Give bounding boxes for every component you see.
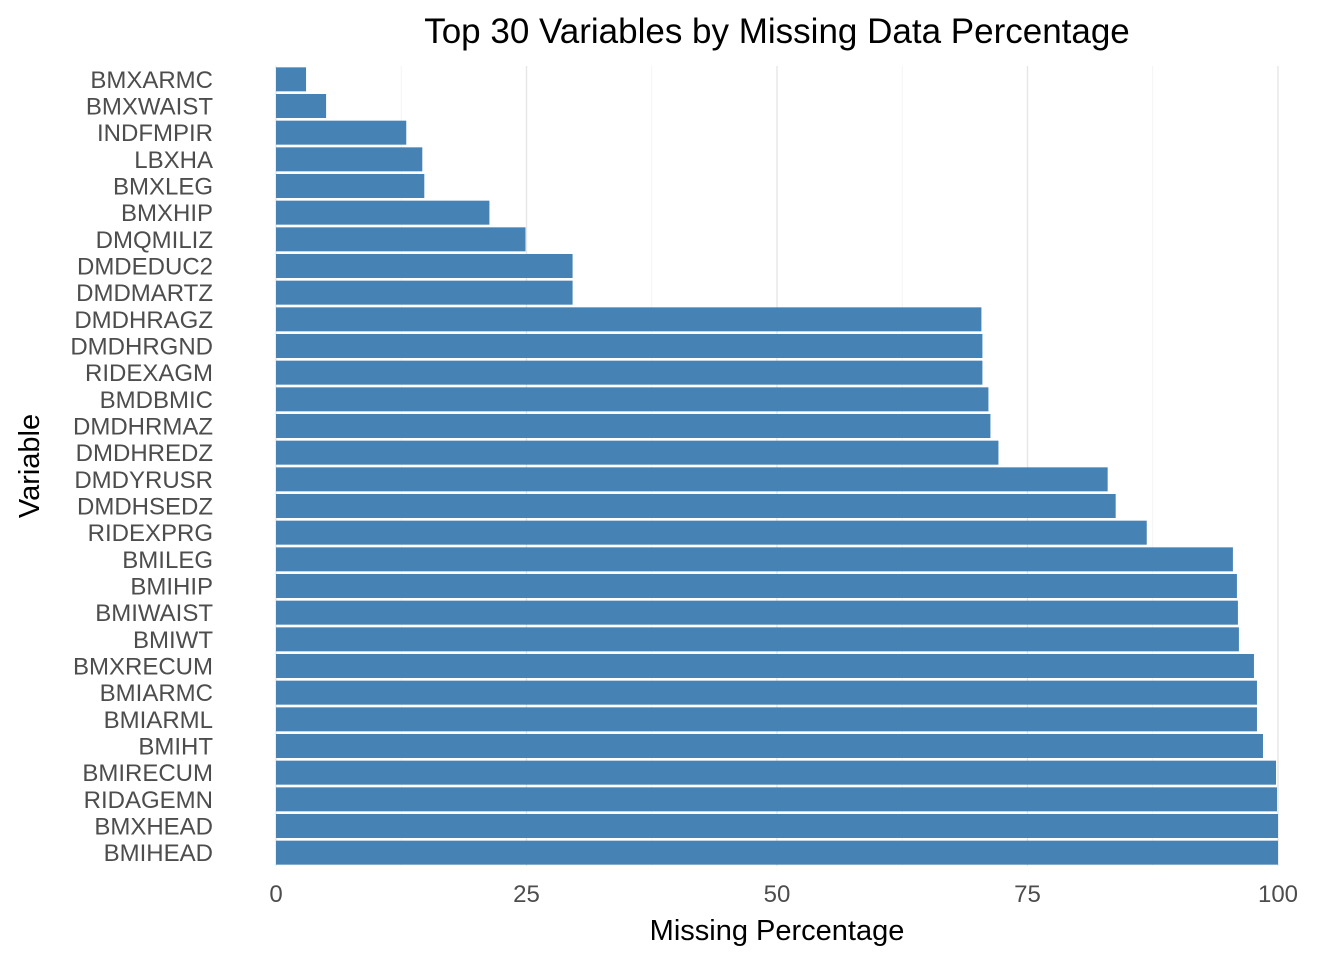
y-tick-label: DMDHRGND xyxy=(70,334,213,361)
bar-bmxhead xyxy=(276,814,1278,838)
y-tick-label: RIDAGEMN xyxy=(84,787,213,814)
y-tick-label: BMIHIP xyxy=(130,574,213,601)
bar-dmdyrusr xyxy=(276,467,1108,492)
bar-dmdhredz xyxy=(276,440,999,465)
y-tick-label: BMXARMC xyxy=(90,67,213,94)
y-tick-label: BMIARML xyxy=(104,707,213,734)
bars xyxy=(276,67,1278,865)
y-tick-label: BMDBMIC xyxy=(100,387,213,414)
y-tick-label: BMXRECUM xyxy=(73,654,213,681)
x-tick-label: 100 xyxy=(1258,881,1298,908)
x-tick-label: 75 xyxy=(1014,881,1041,908)
bar-bmihip xyxy=(276,574,1237,598)
bar-dmdhsedz xyxy=(276,494,1116,518)
y-tick-label: BMXWAIST xyxy=(86,94,213,121)
y-tick-label: DMDYRUSR xyxy=(74,467,213,494)
bar-bmxleg xyxy=(276,174,425,198)
y-tick-label: RIDEXAGM xyxy=(85,360,213,387)
y-tick-label: BMIHEAD xyxy=(104,840,213,867)
y-tick-label: BMIARMC xyxy=(100,680,213,707)
x-tick-label: 25 xyxy=(513,881,540,908)
y-tick-label: BMIWT xyxy=(133,627,213,654)
bar-ridagemn xyxy=(276,787,1277,812)
y-tick-label: BMXHEAD xyxy=(94,814,213,841)
y-tick-label: DMDHREDZ xyxy=(76,440,213,467)
x-axis-title: Missing Percentage xyxy=(650,915,905,947)
bar-lbxha xyxy=(276,147,423,172)
y-tick-label: LBXHA xyxy=(134,147,213,174)
y-tick-label: DMDEDUC2 xyxy=(77,254,213,281)
bar-bmiarmc xyxy=(276,680,1257,705)
y-tick-label: DMDMARTZ xyxy=(76,280,213,307)
x-tick-label: 0 xyxy=(269,881,282,908)
x-tick-label: 50 xyxy=(764,881,791,908)
bar-bmiarml xyxy=(276,707,1257,732)
bar-bmdbmic xyxy=(276,387,989,412)
bar-bmiht xyxy=(276,734,1263,758)
y-tick-label: BMIHT xyxy=(138,734,213,761)
chart-title: Top 30 Variables by Missing Data Percent… xyxy=(424,12,1130,51)
bar-dmdmartz xyxy=(276,280,573,305)
bar-dmqmiliz xyxy=(276,227,526,252)
y-tick-label: BMIRECUM xyxy=(82,760,213,787)
bar-bmihead xyxy=(276,840,1278,865)
y-tick-label: DMQMILIZ xyxy=(96,227,213,254)
y-tick-labels: BMXARMCBMXWAISTINDFMPIRLBXHABMXLEGBMXHIP… xyxy=(70,67,213,867)
y-tick-label: RIDEXPRG xyxy=(88,520,213,547)
bar-dmdhrmaz xyxy=(276,414,991,438)
bar-bmxarmc xyxy=(276,67,307,92)
bar-dmdhrgnd xyxy=(276,334,983,358)
x-tick-labels: 0 25 50 75 100 xyxy=(269,881,1298,908)
bar-indfmpir xyxy=(276,120,407,145)
y-tick-label: BMIWAIST xyxy=(95,600,213,627)
bar-bmirecum xyxy=(276,760,1276,785)
bar-bmileg xyxy=(276,547,1233,572)
bar-bmiwt xyxy=(276,627,1239,652)
y-tick-label: DMDHRMAZ xyxy=(73,414,213,441)
bar-bmxwaist xyxy=(276,94,327,118)
y-tick-label: BMXHIP xyxy=(121,200,213,227)
y-tick-label: DMDHRAGZ xyxy=(74,307,213,334)
bar-bmxhip xyxy=(276,200,490,225)
bar-dmdhragz xyxy=(276,307,982,332)
bar-bmxrecum xyxy=(276,654,1254,678)
bar-ridexprg xyxy=(276,520,1147,545)
y-tick-label: BMXLEG xyxy=(113,174,213,201)
y-tick-label: BMILEG xyxy=(122,547,213,574)
bar-bmiwaist xyxy=(276,600,1238,625)
y-axis-title: Variable xyxy=(14,414,46,518)
grid-lines xyxy=(275,66,1279,866)
y-tick-label: INDFMPIR xyxy=(97,120,213,147)
bar-ridexagm xyxy=(276,360,983,385)
y-tick-label: DMDHSEDZ xyxy=(77,494,213,521)
bar-dmdeduc2 xyxy=(276,254,573,278)
